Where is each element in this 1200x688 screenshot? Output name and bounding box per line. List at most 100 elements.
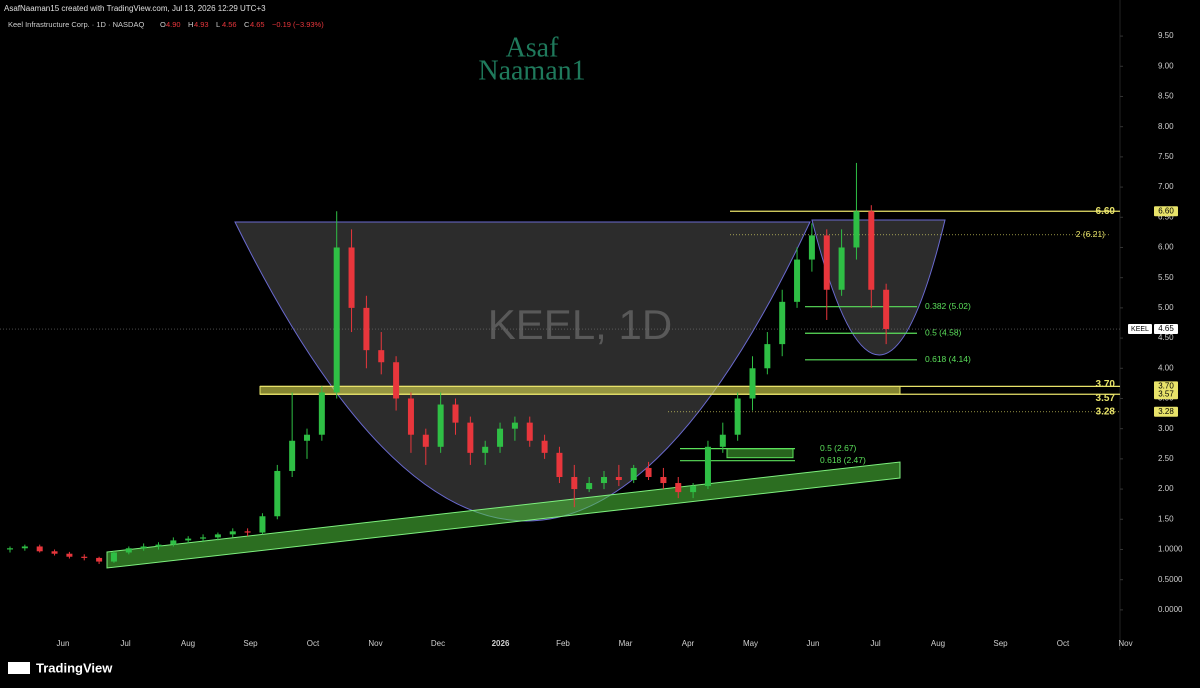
candle-body xyxy=(749,368,756,399)
x-tick-label: Sep xyxy=(993,639,1008,648)
candle-body xyxy=(497,428,504,447)
ohlc-key: H xyxy=(188,20,193,29)
x-tick-label: Dec xyxy=(431,639,445,648)
price-tag xyxy=(1154,406,1178,417)
x-tick-label: Mar xyxy=(619,639,633,648)
cup xyxy=(234,221,811,522)
candle-body xyxy=(7,548,13,550)
last-tag xyxy=(1154,324,1178,335)
candle-body xyxy=(645,467,652,477)
price-tag-label: 3.57 xyxy=(1158,389,1174,398)
candle-body xyxy=(586,483,593,490)
candle-body xyxy=(675,483,682,493)
candle-body xyxy=(556,452,563,477)
candle-body xyxy=(185,538,192,541)
zone xyxy=(259,385,901,395)
x-tick-label: 2026 xyxy=(492,639,510,648)
last-tag xyxy=(1128,324,1152,335)
x-tick-label: Nov xyxy=(368,639,382,648)
candle-body xyxy=(96,557,103,562)
price-tag xyxy=(1154,381,1178,392)
y-tick-label: 0.5000 xyxy=(1158,575,1183,584)
candle-body xyxy=(378,350,385,363)
candle-body xyxy=(571,477,578,490)
symbol-line: Keel Infrastructure Corp. · 1D · NASDAQ xyxy=(8,20,144,29)
level-label: 0.618 (4.14) xyxy=(925,354,971,364)
candle-body xyxy=(690,486,697,493)
x-tick-label: Nov xyxy=(1118,639,1132,648)
ohlc-value: 4.56 xyxy=(222,20,237,29)
candle-body xyxy=(125,548,132,553)
candle-body xyxy=(422,434,429,447)
candle-body xyxy=(214,534,221,538)
zone xyxy=(726,448,794,459)
candle-body xyxy=(719,434,726,447)
candle-body xyxy=(304,434,310,441)
level-label: 3.28 xyxy=(1096,406,1116,417)
logo: Naaman1 xyxy=(478,55,585,86)
price-tag xyxy=(1154,206,1178,217)
cup xyxy=(811,219,946,356)
candle-body xyxy=(794,259,801,302)
candle-body xyxy=(229,531,236,535)
y-tick-label: 5.00 xyxy=(1158,303,1174,312)
ohlc-key: L xyxy=(216,20,220,29)
ohlc-value: 4.93 xyxy=(194,20,209,29)
y-tick-label: 2.00 xyxy=(1158,484,1174,493)
y-tick-label: 4.50 xyxy=(1158,333,1174,342)
candle-body xyxy=(407,398,414,435)
x-tick-label: Apr xyxy=(682,639,695,648)
candle-body xyxy=(823,235,830,290)
candle-body xyxy=(734,398,741,435)
candle-body xyxy=(289,440,296,471)
y-tick-label: 8.00 xyxy=(1158,122,1174,131)
candle-body xyxy=(779,301,786,345)
candle-body xyxy=(467,422,474,453)
level-label: 0.5 (2.67) xyxy=(820,443,857,453)
brand-icon xyxy=(8,662,30,674)
candle-body xyxy=(348,247,355,308)
last-label: 4.65 xyxy=(1158,324,1174,333)
y-tick-label: 1.0000 xyxy=(1158,545,1183,554)
ohlc-key: O xyxy=(160,20,166,29)
y-tick-label: 6.00 xyxy=(1158,243,1174,252)
candle-body xyxy=(437,404,444,447)
candle-body xyxy=(526,422,533,441)
candle-body xyxy=(452,404,459,423)
y-tick-label: 5.50 xyxy=(1158,273,1174,282)
candle-body xyxy=(244,531,251,533)
candle-body xyxy=(66,553,73,557)
y-tick-label: 1.50 xyxy=(1158,514,1174,523)
x-tick-label: Jun xyxy=(57,639,70,648)
price-tag-label: 6.60 xyxy=(1158,206,1174,215)
ohlc-change: −0.19 (−3.93%) xyxy=(272,20,324,29)
candle-body xyxy=(81,556,88,558)
y-tick-label: 8.50 xyxy=(1158,92,1174,101)
watermark: KEEL, 1D xyxy=(488,301,672,348)
level-label: 3.70 xyxy=(1096,379,1116,390)
candle-body xyxy=(704,446,711,487)
level-label: 0.618 (2.47) xyxy=(820,455,866,465)
candle-body xyxy=(155,544,162,547)
candle-body xyxy=(482,446,489,453)
candle-body xyxy=(318,392,325,435)
x-tick-label: Jun xyxy=(807,639,820,648)
level-label: 2 (6.21) xyxy=(1076,229,1105,239)
candle-body xyxy=(541,440,548,453)
candle-body xyxy=(838,247,845,290)
candle-body xyxy=(170,540,177,545)
candle-body xyxy=(140,546,147,549)
x-tick-label: Oct xyxy=(307,639,320,648)
header: AsafNaaman15 created with TradingView.co… xyxy=(4,4,266,13)
candle-body xyxy=(259,516,266,533)
candle-body xyxy=(110,552,117,562)
candle-body xyxy=(21,546,28,549)
y-tick-label: 6.50 xyxy=(1158,212,1174,221)
x-tick-label: Jul xyxy=(120,639,130,648)
level-label: 3.57 xyxy=(1096,393,1116,404)
price-tag xyxy=(1154,389,1178,400)
candle-body xyxy=(363,307,370,351)
candle-body xyxy=(274,470,281,517)
candle-body xyxy=(853,211,860,248)
